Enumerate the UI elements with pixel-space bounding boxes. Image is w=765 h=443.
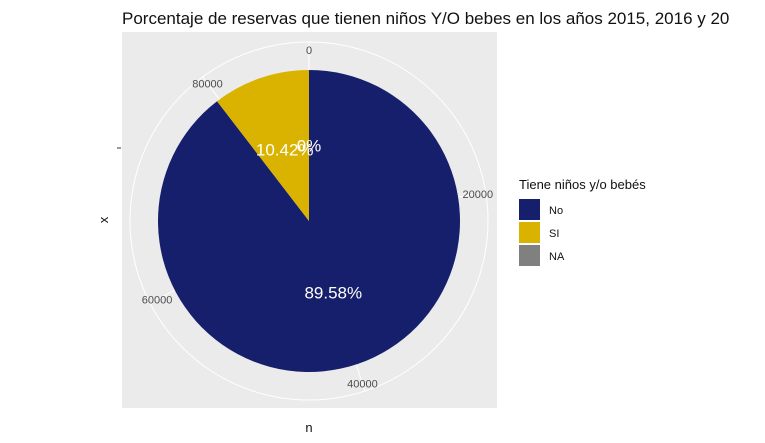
data-label-na: 0% (297, 137, 322, 156)
legend-key-na (519, 245, 540, 266)
radial-tick-4: 80000 (192, 78, 223, 90)
legend-key-no (519, 199, 540, 220)
chart-title: Porcentaje de reservas que tienen niños … (122, 9, 729, 28)
radial-tick-3: 60000 (142, 294, 173, 306)
slice-si (217, 70, 309, 221)
legend-title: Tiene niños y/o bebés (519, 177, 646, 192)
legend: Tiene niños y/o bebés No SI NA (519, 177, 646, 266)
slice-data-labels: 89.58% 10.42%0% (256, 137, 362, 303)
data-label-no: 89.58% (304, 283, 362, 302)
radial-tick-1: 20000 (463, 189, 494, 201)
x-axis-title: n (305, 420, 312, 435)
radial-tick-0: 0 (306, 45, 312, 57)
radial-tick-labels: 0 20000 40000 60000 80000 (142, 45, 493, 390)
pie-slices (158, 70, 460, 372)
legend-label-no: No (549, 205, 563, 217)
legend-items: No SI NA (519, 199, 565, 266)
data-label-si: 10.42% (256, 141, 314, 160)
legend-label-na: NA (549, 251, 565, 263)
legend-label-si: SI (549, 228, 559, 240)
legend-key-si (519, 222, 540, 243)
y-axis-title: x (96, 216, 111, 223)
radial-tick-2: 40000 (347, 378, 378, 390)
